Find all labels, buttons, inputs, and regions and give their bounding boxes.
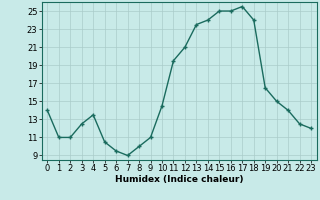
X-axis label: Humidex (Indice chaleur): Humidex (Indice chaleur): [115, 175, 244, 184]
